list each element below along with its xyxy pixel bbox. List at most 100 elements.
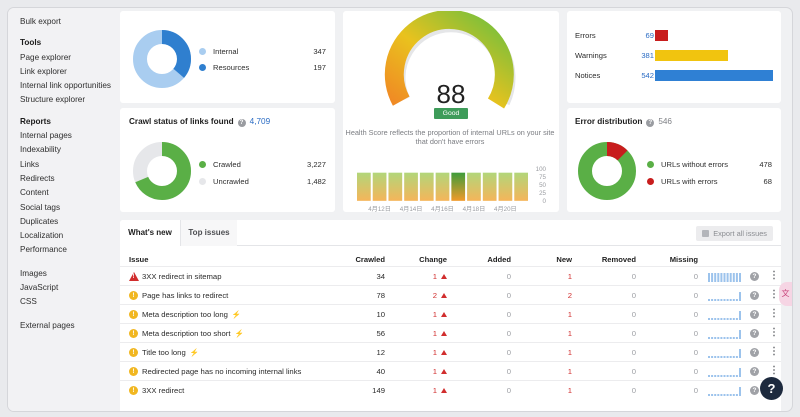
cell-new-value: 1 [567, 367, 572, 376]
issue-name[interactable]: Meta description too long ⚡ [142, 305, 241, 324]
cell-crawled[interactable]: 34 [345, 267, 385, 286]
warnings-bar [655, 50, 729, 61]
more-options-icon[interactable]: ⋮ [769, 308, 779, 319]
issue-name-text[interactable]: Redirected page has no incoming internal… [142, 367, 302, 376]
crawl-status-card: Crawl status of links found? 4,709 Crawle… [120, 108, 335, 212]
issue-name-text[interactable]: Page has links to redirect [142, 291, 229, 300]
warnings-count[interactable]: 381 [641, 51, 654, 60]
sidebar-item-link-explorer[interactable]: Link explorer [20, 66, 67, 76]
sidebar-item-external-pages[interactable]: External pages [20, 320, 75, 330]
issue-help-icon[interactable]: ? [750, 367, 759, 376]
sidebar-item-indexability[interactable]: Indexability [20, 145, 61, 155]
sparkline-bar [732, 337, 735, 339]
warnings-label: Warnings [575, 51, 607, 60]
cell-crawled[interactable]: 12 [345, 343, 385, 362]
help-button[interactable]: ? [760, 377, 783, 400]
issue-name[interactable]: Page has links to redirect [142, 286, 228, 305]
issue-help-icon[interactable]: ? [750, 272, 759, 281]
sidebar-item-internal-link-opportunities[interactable]: Internal link opportunities [20, 81, 112, 91]
notices-bar [655, 70, 773, 81]
sidebar-item-content[interactable]: Content [20, 188, 49, 198]
col-removed[interactable]: Removed [601, 255, 636, 264]
info-icon[interactable]: ? [646, 119, 655, 127]
cell-missing: 0 [658, 286, 698, 305]
issue-name[interactable]: Redirected page has no incoming internal… [142, 362, 301, 381]
info-icon[interactable]: ? [237, 119, 246, 127]
sparkline-bar [732, 356, 735, 358]
table-row[interactable]: ! Meta description too short ⚡ 56 1 0 1 0 0? ⋮ [120, 323, 781, 342]
sidebar-item-localization[interactable]: Localization [20, 231, 64, 241]
sidebar-item-redirects[interactable]: Redirects [20, 173, 55, 183]
col-crawled[interactable]: Crawled [355, 255, 385, 264]
sparkline-bar [711, 318, 714, 320]
issue-name[interactable]: Meta description too short ⚡ [142, 324, 244, 343]
tab-top-issues[interactable]: Top issues [181, 220, 237, 246]
errors-count[interactable]: 69 [645, 31, 654, 40]
issue-name-text[interactable]: 3XX redirect [142, 386, 185, 395]
sidebar-item-bulk-export[interactable]: Bulk export [20, 17, 61, 26]
health-status-badge: Good [434, 108, 468, 119]
more-options-icon[interactable]: ⋮ [769, 289, 779, 300]
more-options-icon[interactable]: ⋮ [769, 327, 779, 338]
issue-name-text[interactable]: Meta description too long [142, 310, 228, 319]
export-all-issues-button[interactable]: Export all issues [696, 226, 773, 241]
sidebar-item-images[interactable]: Images [20, 268, 47, 278]
sparkline-bar [711, 273, 714, 282]
sidebar-item-internal-pages[interactable]: Internal pages [20, 131, 72, 141]
sidebar-item-css[interactable]: CSS [20, 297, 37, 307]
sidebar-item-duplicates[interactable]: Duplicates [20, 216, 59, 226]
table-row[interactable]: ! Page has links to redirect 78 2 0 2 0 0? ⋮ [120, 285, 781, 304]
sparkline-bar [729, 375, 732, 377]
cell-crawled[interactable]: 56 [345, 324, 385, 343]
issue-help-icon[interactable]: ? [750, 348, 759, 357]
issue-help-icon[interactable]: ? [750, 329, 759, 338]
notices-count[interactable]: 542 [641, 71, 654, 80]
sidebar-item-social-tags[interactable]: Social tags [20, 202, 61, 212]
cell-crawled[interactable]: 149 [345, 381, 385, 400]
cell-crawled[interactable]: 40 [345, 362, 385, 381]
error-distribution-count: 546 [658, 117, 672, 126]
issue-name[interactable]: 3XX redirect in sitemap [142, 267, 221, 286]
sidebar-item-links[interactable]: Links [20, 159, 40, 169]
col-new[interactable]: New [556, 255, 572, 264]
issue-name-text[interactable]: 3XX redirect in sitemap [142, 272, 222, 281]
sidebar-item-page-explorer[interactable]: Page explorer [20, 52, 71, 62]
sidebar-item-structure-explorer[interactable]: Structure explorer [20, 95, 86, 105]
issue-name-text[interactable]: Title too long [142, 348, 186, 357]
table-row[interactable]: ! 3XX redirect in sitemap 34 1 0 1 0 0? ⋮ [120, 266, 781, 285]
translate-widget-icon[interactable]: 文 [779, 282, 792, 306]
issue-name-text[interactable]: Meta description too short [142, 329, 231, 338]
issue-help-icon[interactable]: ? [750, 310, 759, 319]
health-history-bar [467, 172, 481, 201]
table-row[interactable]: ! Title too long ⚡ 12 1 0 1 0 0? ⋮ [120, 342, 781, 361]
more-options-icon[interactable]: ⋮ [769, 270, 779, 281]
issue-name[interactable]: 3XX redirect [142, 381, 184, 400]
col-added[interactable]: Added [487, 255, 511, 264]
sparkline-bar [739, 292, 741, 301]
sparkline-bar [735, 356, 738, 358]
issue-help-icon[interactable]: ? [750, 386, 759, 395]
trend-sparkline [708, 387, 741, 396]
sparkline-bar [729, 337, 732, 339]
sidebar-item-javascript[interactable]: JavaScript [20, 283, 59, 293]
cell-removed-value: 0 [631, 272, 636, 281]
more-options-icon[interactable]: ⋮ [769, 365, 779, 376]
col-change[interactable]: Change [419, 255, 447, 264]
issue-help-icon[interactable]: ? [750, 291, 759, 300]
col-missing[interactable]: Missing [669, 255, 698, 264]
table-row[interactable]: ! Redirected page has no incoming interna… [120, 361, 781, 380]
cell-change: 1 [407, 362, 447, 381]
cell-new-value: 2 [567, 291, 572, 300]
cell-crawled[interactable]: 10 [345, 305, 385, 324]
tab-whats-new[interactable]: What's new [120, 220, 181, 246]
sidebar-item-performance[interactable]: Performance [20, 245, 67, 255]
sparkline-bar [723, 273, 726, 282]
table-row[interactable]: ! Meta description too long ⚡ 10 1 0 1 0 0? ⋮ [120, 304, 781, 323]
crawl-status-count[interactable]: 4,709 [249, 117, 271, 126]
sparkline-bar [723, 375, 726, 377]
trend-sparkline [708, 311, 741, 320]
more-options-icon[interactable]: ⋮ [769, 346, 779, 357]
cell-crawled[interactable]: 78 [345, 286, 385, 305]
issue-name[interactable]: Title too long ⚡ [142, 343, 199, 362]
